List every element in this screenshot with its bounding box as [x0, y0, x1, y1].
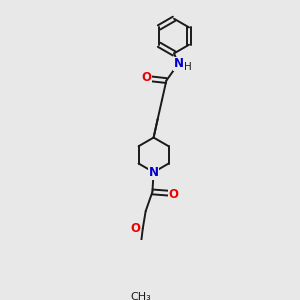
- Text: O: O: [130, 222, 141, 236]
- Text: O: O: [168, 188, 178, 201]
- Text: CH₃: CH₃: [130, 292, 151, 300]
- Text: N: N: [148, 166, 159, 179]
- Text: O: O: [141, 71, 151, 84]
- Text: H: H: [184, 62, 191, 72]
- Text: N: N: [174, 57, 184, 70]
